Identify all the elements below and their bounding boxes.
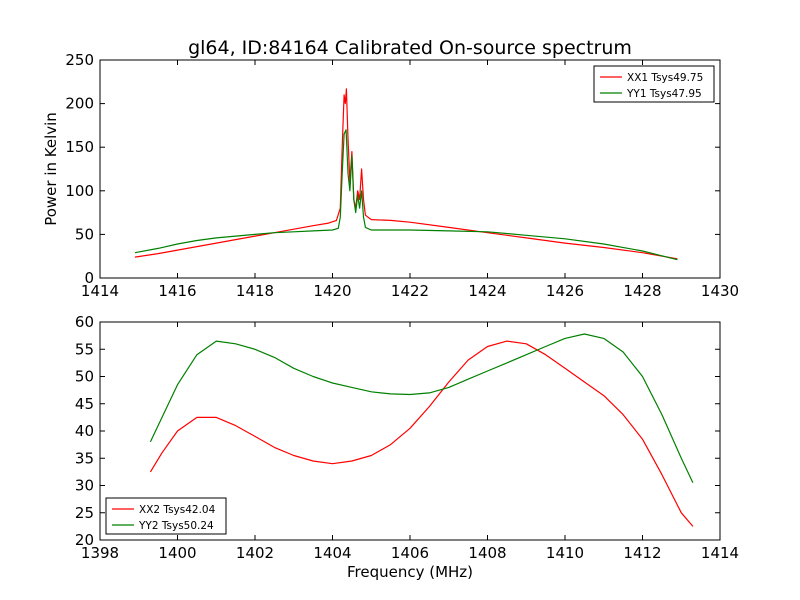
y-tick-label: 250 [65,51,94,69]
legend-label: YY1 Tsys47.95 [626,88,702,100]
x-tick-label: 1422 [391,282,429,300]
y-tick-label: 40 [75,422,94,440]
x-tick-label: 1398 [81,544,119,562]
legend-label: XX2 Tsys42.04 [139,504,216,516]
x-tick-label: 1430 [701,282,739,300]
y-tick-label: 20 [75,531,94,549]
y-axis-label: Power in Kelvin [42,112,60,226]
y-tick-label: 200 [65,95,94,113]
series-line-2-2 [149,333,694,484]
x-tick-label: 1404 [313,544,351,562]
y-tick-label: 35 [75,449,94,467]
y-tick-label: 50 [75,225,94,243]
x-tick-label: 1426 [546,282,584,300]
chart-panel-2: 1398 1400 1402 1404 1406 1408 1410 1412 1414 20 25… [75,313,739,562]
y-tick-label: 50 [75,368,94,386]
series-line-2-1 [149,340,694,527]
x-tick-label: 1410 [546,544,584,562]
legend-label: YY2 Tsys50.24 [138,520,214,532]
x-tick-label: 1406 [391,544,429,562]
chart-title: gl64, ID:84164 Calibrated On-source spec… [188,37,632,59]
x-tick-label: 1418 [236,282,274,300]
x-tick-label: 1416 [158,282,196,300]
y-tick-label: 25 [75,504,94,522]
y-tick-label: 45 [75,395,94,413]
x-axis-label: Frequency (MHz) [347,563,473,581]
x-tick-label: 1400 [158,544,196,562]
y-tick-label: 30 [75,477,94,495]
legend: XX1 Tsys49.75 YY1 Tsys47.95 [593,65,715,103]
y-tick-label: 100 [65,182,94,200]
series-line-1-2 [134,129,678,261]
x-tick-label: 1412 [623,544,661,562]
x-tick-label: 1408 [468,544,506,562]
legend: XX2 Tsys42.04 YY2 Tsys50.24 [105,497,227,535]
x-tick-label: 1414 [701,544,739,562]
y-tick-label: 60 [75,313,94,331]
chart-panel-1: 1414 1416 1418 1420 1422 1424 1426 1428 1430 0 50 1… [65,51,739,300]
series-line-1-1 [134,88,678,260]
y-tick-label: 55 [75,340,94,358]
legend-box [105,497,227,535]
legend-box [593,65,715,103]
x-tick-label: 1402 [236,544,274,562]
legend-label: XX1 Tsys49.75 [627,72,703,84]
x-tick-label: 1414 [81,282,119,300]
x-tick-label: 1420 [313,282,351,300]
x-tick-label: 1424 [468,282,506,300]
y-tick-label: 150 [65,138,94,156]
y-tick-label: 0 [84,269,94,287]
x-tick-label: 1428 [623,282,661,300]
